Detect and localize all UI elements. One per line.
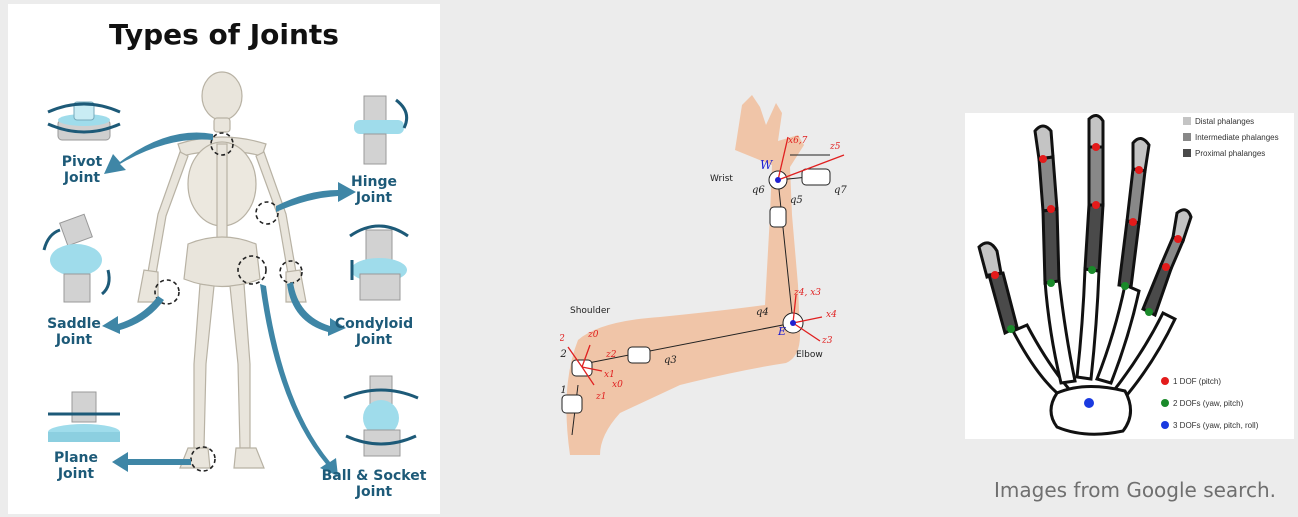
ball-socket-joint-icon [343, 375, 419, 457]
joint-arrows [102, 132, 356, 476]
legend-2dof-label: 2 DOFs (yaw, pitch) [1173, 399, 1244, 408]
x67-label: x6,7 [788, 136, 808, 146]
elbow-point-label: E [777, 325, 786, 338]
arm-silhouette [566, 95, 804, 455]
elbow-label: Elbow [796, 350, 823, 360]
x0-label: x0 [612, 380, 623, 390]
legend-distal-label: Distal phalanges [1195, 117, 1254, 126]
pivot-joint-label: Pivot Joint [61, 154, 103, 186]
condyloid-joint-label: Condyloid Joint [334, 316, 414, 348]
arm-kinematics-figure: Wrist Shoulder Elbow W E q1 q2 q3 q4 q5 … [554, 95, 860, 460]
q1-label: q1 [560, 385, 567, 396]
saddle-joint-icon [42, 213, 111, 303]
q3-label: q3 [664, 355, 677, 366]
plane-joint-icon [48, 391, 120, 442]
frame-axes [567, 136, 845, 386]
legend-3dof-label: 3 DOFs (yaw, pitch, roll) [1173, 421, 1259, 430]
hand-dof-figure: Distal phalanges Intermediate phalanges … [965, 113, 1294, 439]
legend-swatch-distal [1183, 117, 1191, 125]
hinge-joint-label: Hinge Joint [351, 174, 397, 206]
x1-label: x1 [604, 370, 615, 380]
z0-label: z0 [587, 330, 599, 340]
q6-label: q6 [752, 185, 765, 196]
types-of-joints-figure: Types of Joints [8, 4, 440, 514]
shoulder-label: Shoulder [570, 306, 610, 316]
z3-label: z3 [821, 336, 833, 346]
legend-1dof-label: 1 DOF (pitch) [1173, 377, 1221, 386]
elbow-point-marker [790, 320, 796, 326]
legend-proximal-label: Proximal phalanges [1195, 149, 1265, 158]
x2-label: x2 [560, 334, 565, 344]
legend-swatch-intermediate [1183, 133, 1191, 141]
z1-label: z1 [595, 392, 606, 402]
joints-title: Types of Joints [109, 18, 339, 51]
axis-labels: x6,7 z5 z4, x3 x4 z3 x2 z0 z2 x1 x0 z1 [554, 136, 841, 402]
fingers [1033, 114, 1193, 318]
joints-illustration [42, 71, 419, 476]
z2-label: z2 [605, 350, 617, 360]
z4-x3-label: z4, x3 [793, 288, 821, 298]
q2-label: q2 [560, 349, 567, 360]
wrist-point-label: W [760, 158, 774, 172]
wrist-point-marker [775, 177, 781, 183]
q4-label: q4 [756, 307, 769, 318]
thumb [977, 241, 1019, 336]
pivot-joint-icon [47, 101, 121, 141]
wrist-label: Wrist [710, 174, 733, 184]
plane-joint-label: Plane Joint [54, 450, 98, 482]
dof-legend: 1 DOF (pitch) 2 DOFs (yaw, pitch) 3 DOFs… [1161, 377, 1259, 430]
condyloid-joint-icon [349, 224, 409, 301]
legend-swatch-proximal [1183, 149, 1191, 157]
hinge-joint-icon [354, 95, 409, 165]
arm-diagram: Wrist Shoulder Elbow W E q1 q2 q3 q4 q5 … [554, 95, 847, 455]
legend-intermediate-label: Intermediate phalanges [1195, 133, 1279, 142]
hand-diagram: Distal phalanges Intermediate phalanges … [977, 114, 1279, 436]
dof-markers [991, 143, 1182, 408]
z5-label: z5 [829, 142, 841, 152]
q7-label: q7 [834, 185, 847, 196]
q5-label: q5 [790, 195, 803, 206]
skeleton-figure [137, 71, 307, 469]
image-source-caption: Images from Google search. [994, 478, 1276, 502]
phalanges-legend: Distal phalanges Intermediate phalanges … [1183, 117, 1279, 158]
x4-label: x4 [826, 310, 837, 320]
metacarpals [1010, 267, 1177, 436]
ball-socket-joint-label: Ball & Socket Joint [321, 468, 427, 500]
saddle-joint-label: Saddle Joint [47, 316, 101, 348]
